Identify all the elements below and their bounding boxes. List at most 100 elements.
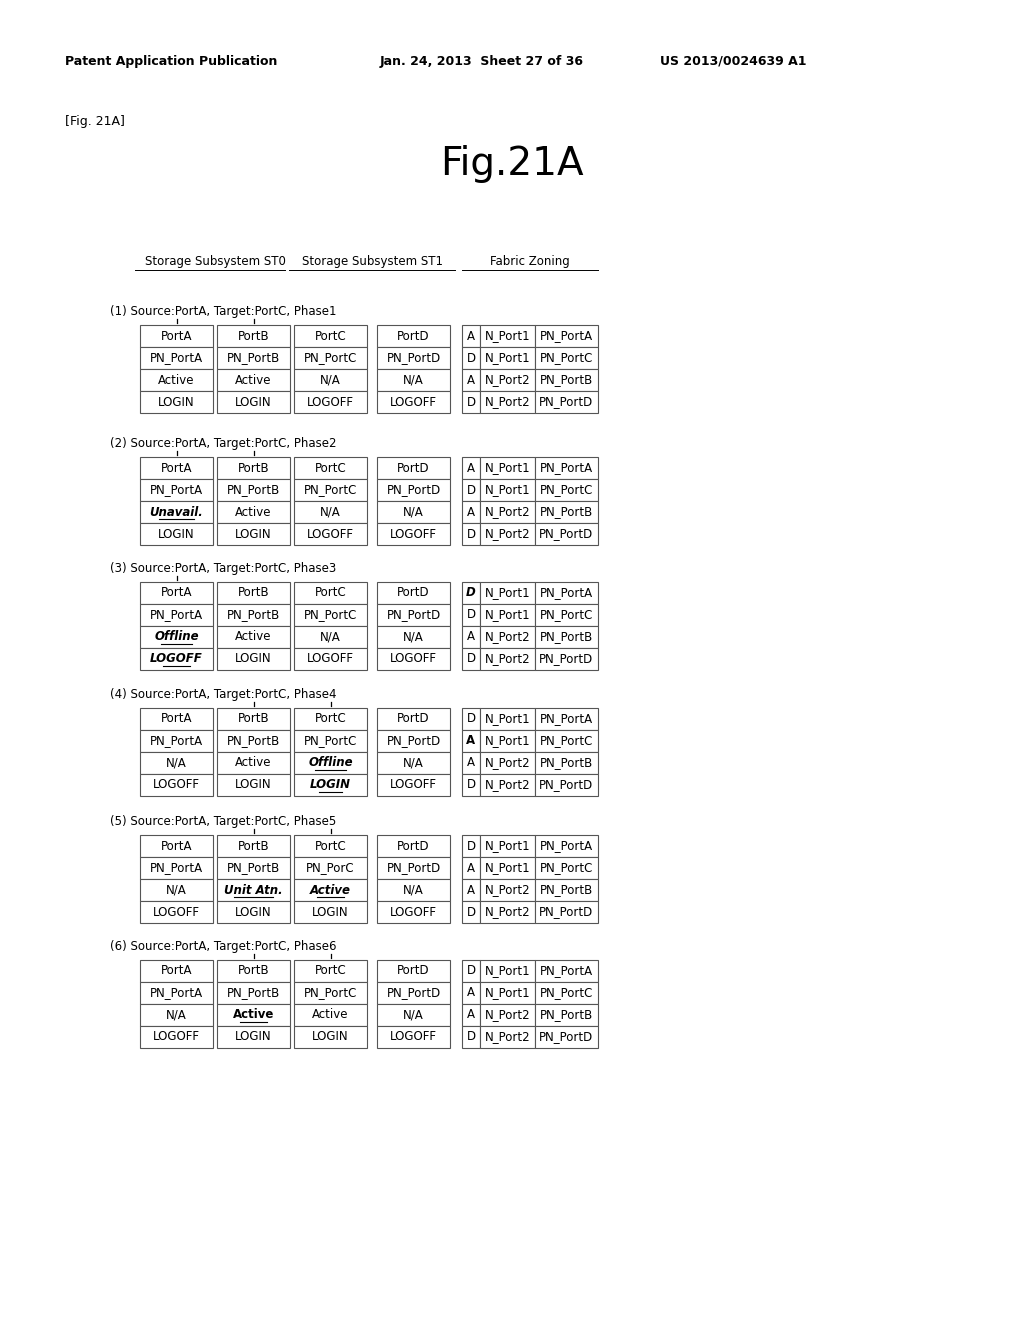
Text: PN_PorC: PN_PorC <box>306 862 354 874</box>
Bar <box>462 730 480 752</box>
Bar <box>480 960 535 982</box>
Bar <box>462 626 480 648</box>
Text: PN_PortA: PN_PortA <box>150 862 203 874</box>
Text: LOGIN: LOGIN <box>312 906 349 919</box>
Text: D: D <box>467 351 475 364</box>
Text: A: A <box>467 756 475 770</box>
Bar <box>294 708 367 730</box>
Text: LOGIN: LOGIN <box>236 906 271 919</box>
Text: PortC: PortC <box>314 586 346 599</box>
Bar <box>535 502 598 523</box>
Text: N/A: N/A <box>403 506 424 519</box>
Text: PN_PortC: PN_PortC <box>540 351 593 364</box>
Bar <box>217 370 290 391</box>
Bar <box>377 836 450 857</box>
Bar <box>462 708 480 730</box>
Bar <box>294 582 367 605</box>
Bar <box>377 325 450 347</box>
Text: PortD: PortD <box>397 586 430 599</box>
Text: PortA: PortA <box>161 330 193 342</box>
Bar <box>462 457 480 479</box>
Bar <box>480 523 535 545</box>
Bar <box>535 752 598 774</box>
Bar <box>294 982 367 1005</box>
Bar <box>294 626 367 648</box>
Bar <box>462 523 480 545</box>
Text: LOGIN: LOGIN <box>236 528 271 540</box>
Bar <box>535 523 598 545</box>
Text: PortB: PortB <box>238 586 269 599</box>
Bar <box>535 648 598 671</box>
Text: PN_PortD: PN_PortD <box>540 1031 594 1044</box>
Text: LOGOFF: LOGOFF <box>307 528 354 540</box>
Text: A: A <box>467 506 475 519</box>
Bar <box>140 857 213 879</box>
Bar <box>140 457 213 479</box>
Text: Offline: Offline <box>308 756 353 770</box>
Bar <box>462 857 480 879</box>
Text: Offline: Offline <box>155 631 199 644</box>
Text: PN_PortA: PN_PortA <box>150 986 203 999</box>
Bar <box>217 347 290 370</box>
Text: PN_PortD: PN_PortD <box>386 351 440 364</box>
Text: Active: Active <box>310 883 351 896</box>
Bar <box>462 479 480 502</box>
Text: PN_PortC: PN_PortC <box>304 609 357 622</box>
Text: D: D <box>467 713 475 726</box>
Text: PortC: PortC <box>314 462 346 474</box>
Bar <box>535 982 598 1005</box>
Text: LOGIN: LOGIN <box>312 1031 349 1044</box>
Text: PN_PortA: PN_PortA <box>540 586 593 599</box>
Bar <box>217 879 290 902</box>
Text: PN_PortB: PN_PortB <box>540 374 593 387</box>
Text: PN_PortB: PN_PortB <box>227 734 281 747</box>
Bar <box>140 347 213 370</box>
Text: (5) Source:PortA, Target:PortC, Phase5: (5) Source:PortA, Target:PortC, Phase5 <box>110 814 336 828</box>
Text: PortC: PortC <box>314 713 346 726</box>
Text: Jan. 24, 2013  Sheet 27 of 36: Jan. 24, 2013 Sheet 27 of 36 <box>380 55 584 69</box>
Bar <box>377 982 450 1005</box>
Text: N/A: N/A <box>403 756 424 770</box>
Text: Unavail.: Unavail. <box>150 506 204 519</box>
Bar <box>294 648 367 671</box>
Text: LOGOFF: LOGOFF <box>153 906 200 919</box>
Bar <box>217 391 290 413</box>
Bar <box>294 1005 367 1026</box>
Text: PN_PortA: PN_PortA <box>150 609 203 622</box>
Text: PN_PortB: PN_PortB <box>540 506 593 519</box>
Text: PN_PortB: PN_PortB <box>227 609 281 622</box>
Bar <box>480 752 535 774</box>
Text: PN_PortD: PN_PortD <box>540 396 594 408</box>
Bar <box>217 626 290 648</box>
Bar <box>217 1026 290 1048</box>
Bar <box>140 774 213 796</box>
Bar <box>535 836 598 857</box>
Text: PN_PortB: PN_PortB <box>227 351 281 364</box>
Text: Active: Active <box>236 374 271 387</box>
Text: N_Port2: N_Port2 <box>484 779 530 792</box>
Text: PN_PortD: PN_PortD <box>540 779 594 792</box>
Bar <box>140 605 213 626</box>
Text: N_Port2: N_Port2 <box>484 506 530 519</box>
Text: PN_PortB: PN_PortB <box>540 631 593 644</box>
Text: LOGOFF: LOGOFF <box>390 652 437 665</box>
Text: PortD: PortD <box>397 713 430 726</box>
Text: N_Port2: N_Port2 <box>484 883 530 896</box>
Bar <box>294 879 367 902</box>
Bar <box>377 902 450 923</box>
Bar <box>294 960 367 982</box>
Text: Patent Application Publication: Patent Application Publication <box>65 55 278 69</box>
Bar <box>535 626 598 648</box>
Text: LOGOFF: LOGOFF <box>390 906 437 919</box>
Bar <box>217 479 290 502</box>
Text: PortC: PortC <box>314 965 346 978</box>
Bar <box>377 626 450 648</box>
Text: N/A: N/A <box>166 756 186 770</box>
Bar <box>462 347 480 370</box>
Text: A: A <box>467 631 475 644</box>
Bar <box>294 774 367 796</box>
Text: PN_PortC: PN_PortC <box>304 734 357 747</box>
Bar <box>217 1005 290 1026</box>
Bar <box>480 605 535 626</box>
Text: Active: Active <box>236 756 271 770</box>
